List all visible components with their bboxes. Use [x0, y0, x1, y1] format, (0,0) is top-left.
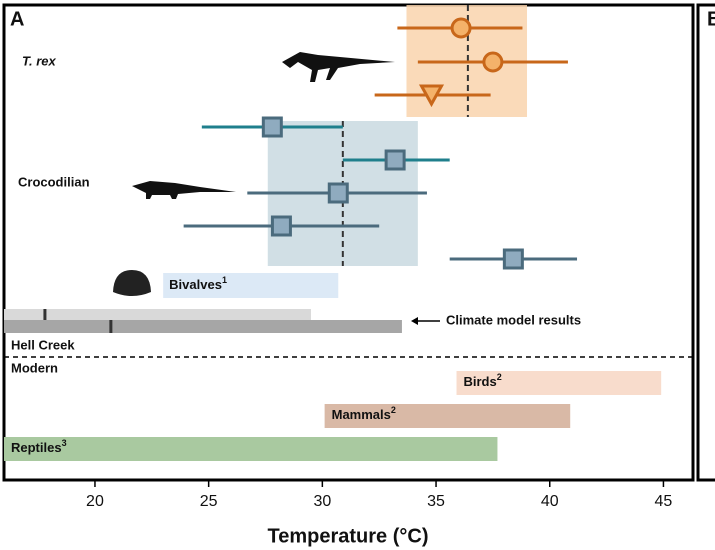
x-tick-label: 30	[313, 493, 331, 510]
croc-icon	[132, 181, 236, 199]
x-axis-label: Temperature (°C)	[268, 525, 429, 547]
climate-bar	[4, 320, 402, 333]
marks: 20 25 30 35 40 45T. rexCrocodilianBivalves1Bi…	[4, 17, 673, 510]
modern-bar	[324, 404, 571, 428]
modern-bar	[4, 437, 498, 461]
modern-label-note: 2	[497, 372, 502, 382]
point	[384, 149, 406, 171]
next-panel-label: B	[707, 8, 715, 30]
modern-label: Modern	[11, 360, 58, 375]
x-tick-label: 45	[655, 493, 673, 510]
point	[418, 84, 445, 108]
arrow-head	[411, 317, 418, 325]
range-label-note: 1	[222, 275, 227, 285]
point	[450, 17, 472, 39]
shell-icon	[113, 270, 151, 296]
climate-bar	[4, 309, 311, 320]
modern-label-text: Reptiles	[11, 440, 62, 455]
range-label-text: Bivalves	[169, 277, 222, 292]
x-tick-label: 25	[200, 493, 218, 510]
point	[327, 182, 349, 204]
modern-label: Reptiles3	[11, 438, 67, 455]
range-bar	[163, 273, 339, 298]
point	[482, 51, 504, 73]
point	[502, 248, 524, 270]
modern-label: Birds2	[464, 372, 502, 389]
panel-frame	[2, 3, 695, 482]
point	[261, 116, 283, 138]
panel-label: A	[10, 8, 24, 30]
modern-label-note: 2	[391, 405, 396, 415]
group-label: T. rex	[22, 53, 56, 68]
point	[270, 215, 292, 237]
modern-label-text: Mammals	[332, 407, 391, 422]
modern-label-text: Birds	[464, 374, 497, 389]
site-label: Hell Creek	[11, 337, 75, 352]
group-label: Crocodilian	[18, 174, 90, 189]
x-tick-label: 35	[427, 493, 445, 510]
modern-bar	[456, 371, 662, 395]
x-tick-label: 40	[541, 493, 559, 510]
x-tick-label: 20	[86, 493, 104, 510]
modern-label: Mammals2	[332, 405, 396, 422]
range-label: Bivalves1	[169, 275, 227, 292]
modern-label-note: 3	[62, 438, 67, 448]
climate-label: Climate model results	[446, 312, 581, 327]
next-panel-frame	[696, 3, 715, 482]
trex-icon	[282, 52, 395, 82]
